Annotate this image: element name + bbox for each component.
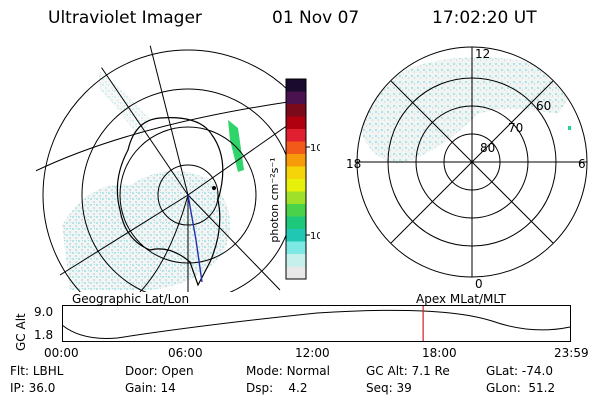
info-glat: GLat: -74.0 xyxy=(486,364,553,378)
timeline-xtick-4: 23:59 xyxy=(554,346,589,360)
info-dsp: Dsp: 4.2 xyxy=(246,381,308,395)
track-line xyxy=(187,194,203,283)
colorbar-cell xyxy=(286,141,306,155)
timeline-xtick-0: 00:00 xyxy=(44,346,79,360)
colorbar-cell xyxy=(286,154,306,167)
colorbar-tick-10: 10 xyxy=(310,231,320,242)
right-panel-label: Apex MLat/MLT xyxy=(416,292,506,306)
mlat-label-70: 70 xyxy=(508,121,523,135)
mlt-label-18: 18 xyxy=(346,157,361,171)
colorbar-cell xyxy=(286,91,306,105)
info-door: Door: Open xyxy=(125,364,194,378)
time-label: 17:02:20 UT xyxy=(432,8,537,28)
info-glon: GLon: 51.2 xyxy=(486,381,556,395)
mlt-label-0: 0 xyxy=(475,277,483,291)
mlat-label-60: 60 xyxy=(536,99,551,113)
aurora-emission-upper xyxy=(98,70,150,140)
colorbar-label: photon cm⁻²s⁻¹ xyxy=(268,157,281,242)
aurora-oval xyxy=(358,57,578,164)
polar-mlat-mlt-plot: 12 0 18 6 60 70 80 xyxy=(346,46,588,291)
timeline-ytick-bottom: 1.8 xyxy=(34,328,54,342)
timeline-y-label: GC Alt xyxy=(14,313,28,351)
colorbar-cell xyxy=(286,229,306,242)
left-panel-label: Geographic Lat/Lon xyxy=(72,292,190,306)
colorbar-cell xyxy=(286,116,306,130)
info-mode: Mode: Normal xyxy=(246,364,330,378)
timeline-frame xyxy=(62,305,571,342)
mlt-label-12: 12 xyxy=(475,47,490,61)
mlat-label-80: 80 xyxy=(480,141,495,155)
altitude-curve xyxy=(62,309,571,339)
geographic-map xyxy=(34,41,290,292)
colorbar-tick-100: 100 xyxy=(310,143,320,154)
info-ip: IP: 36.0 xyxy=(10,381,56,395)
colorbar-cell xyxy=(286,79,306,92)
colorbar-cell xyxy=(286,104,306,117)
timeline-xtick-2: 12:00 xyxy=(295,346,330,360)
colorbar-cell xyxy=(286,179,306,192)
colorbar-cell xyxy=(286,216,306,230)
info-flt: Flt: LBHL xyxy=(10,364,64,378)
timeline-plot xyxy=(62,305,571,342)
colorbar-cell xyxy=(286,254,306,267)
colorbar-cell xyxy=(286,241,306,255)
colorbar-cell xyxy=(286,191,306,205)
colorbar-cell xyxy=(286,204,306,217)
timeline-xtick-1: 06:00 xyxy=(168,346,203,360)
mlt-label-6: 6 xyxy=(578,157,586,171)
info-gain: Gain: 14 xyxy=(125,381,176,395)
colorbar-cell xyxy=(286,166,306,180)
info-gc-alt: GC Alt: 7.1 Re xyxy=(366,364,450,378)
colorbar-cell xyxy=(286,266,306,280)
date-label: 01 Nov 07 xyxy=(272,8,360,28)
continent-outline xyxy=(116,117,224,287)
colorbar-cell xyxy=(286,129,306,142)
info-seq: Seq: 39 xyxy=(366,381,412,395)
app-title: Ultraviolet Imager xyxy=(48,8,202,28)
timeline-ytick-top: 9.0 xyxy=(34,305,54,319)
colorbar: 100 10 photon cm⁻²s⁻¹ xyxy=(268,78,320,280)
timeline-xtick-3: 18:00 xyxy=(422,346,457,360)
